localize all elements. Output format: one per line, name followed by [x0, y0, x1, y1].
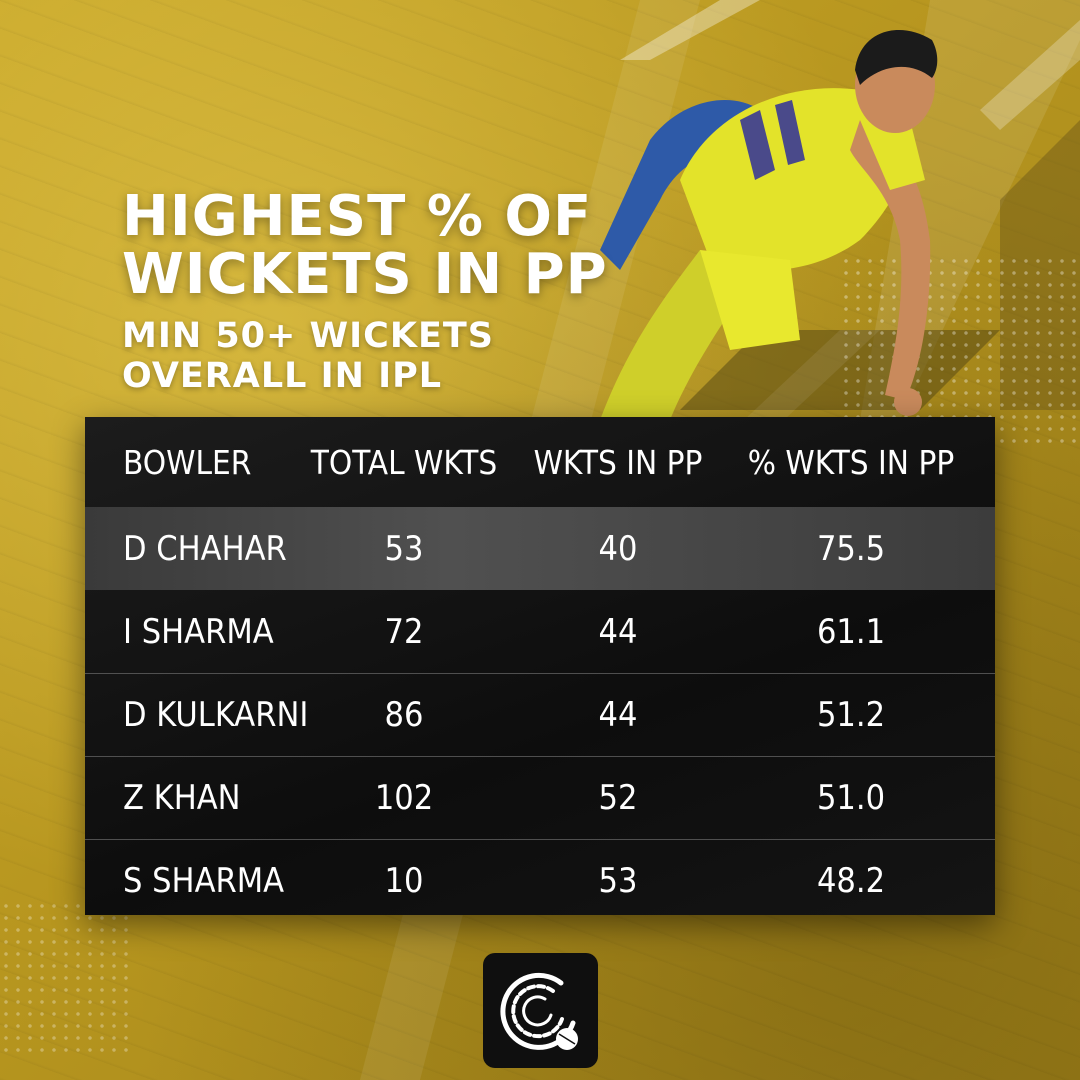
row-divider [85, 673, 995, 674]
cell-bowler: D KULKARNI [123, 694, 309, 735]
cell-pct-wkts-in-pp: 48.2 [816, 860, 886, 901]
dot-pattern-left [0, 900, 130, 1060]
header-pct-wkts-in-pp: % WKTS IN PP [747, 442, 955, 482]
header-bowler: BOWLER [123, 442, 252, 482]
header-total-wkts: TOTAL WKTS [310, 442, 498, 482]
cell-bowler: S SHARMA [123, 860, 285, 901]
table-header-row: BOWLER TOTAL WKTS WKTS IN PP % WKTS IN P… [85, 417, 995, 507]
subheadline: MIN 50+ WICKETS OVERALL IN IPL [122, 316, 494, 396]
stats-table: BOWLER TOTAL WKTS WKTS IN PP % WKTS IN P… [85, 417, 995, 915]
row-divider [85, 756, 995, 757]
cell-pct-wkts-in-pp: 61.1 [816, 611, 886, 652]
cell-total-wkts: 53 [384, 528, 424, 569]
subheadline-line-1: MIN 50+ WICKETS [122, 316, 494, 356]
cell-wkts-in-pp: 53 [598, 860, 638, 901]
cell-bowler: Z KHAN [123, 777, 241, 818]
cell-total-wkts: 72 [384, 611, 424, 652]
cell-total-wkts: 102 [374, 777, 434, 818]
row-divider [85, 839, 995, 840]
table-row: D KULKARNI 86 44 51.2 [85, 673, 995, 756]
headline-line-1: HIGHEST % OF [122, 184, 593, 249]
table-row: I SHARMA 72 44 61.1 [85, 590, 995, 673]
header-wkts-in-pp: WKTS IN PP [533, 442, 703, 482]
cell-wkts-in-pp: 40 [598, 528, 638, 569]
subheadline-line-2: OVERALL IN IPL [122, 356, 443, 396]
cell-wkts-in-pp: 44 [598, 694, 638, 735]
cell-bowler: D CHAHAR [123, 528, 287, 569]
headline: HIGHEST % OF WICKETS IN PP [122, 188, 608, 304]
cell-pct-wkts-in-pp: 51.0 [816, 777, 886, 818]
bowler-photo [600, 30, 938, 420]
cell-bowler: I SHARMA [123, 611, 274, 652]
cell-pct-wkts-in-pp: 75.5 [816, 528, 886, 569]
cell-pct-wkts-in-pp: 51.2 [816, 694, 886, 735]
cell-total-wkts: 10 [384, 860, 424, 901]
cell-wkts-in-pp: 52 [598, 777, 638, 818]
table-row: D CHAHAR 53 40 75.5 [85, 507, 995, 590]
headline-line-2: WICKETS IN PP [122, 242, 608, 307]
cell-wkts-in-pp: 44 [598, 611, 638, 652]
cricket-ball-logo-icon [483, 953, 598, 1068]
dot-pattern [840, 255, 1080, 445]
table-row: S SHARMA 10 53 48.2 [85, 839, 995, 922]
cell-total-wkts: 86 [384, 694, 424, 735]
table-row: Z KHAN 102 52 51.0 [85, 756, 995, 839]
